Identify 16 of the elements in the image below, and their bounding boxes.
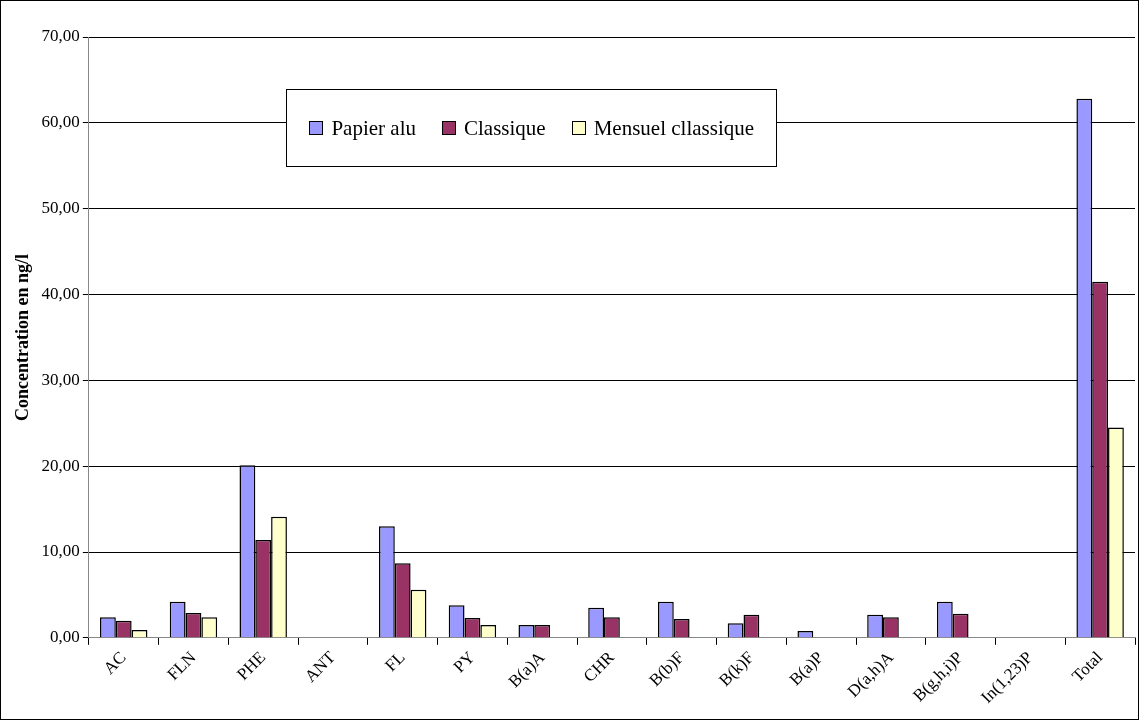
legend-label: Papier alu	[331, 115, 416, 141]
y-tick-label: 40,00	[41, 283, 80, 303]
y-tick-label: 60,00	[41, 112, 80, 132]
legend-label: Classique	[463, 115, 546, 141]
x-tick-label: AC	[99, 647, 130, 678]
legend-label: Mensuel cllassique	[593, 115, 755, 141]
y-tick-label: 10,00	[41, 541, 80, 561]
y-tick-label: 0,00	[50, 627, 80, 647]
x-tick-label: CHR	[579, 647, 619, 686]
x-tick-label: PY	[449, 647, 479, 677]
y-tick-label: 70,00	[41, 26, 80, 46]
y-tick-label: 30,00	[41, 369, 80, 389]
y-tick-label: 20,00	[41, 455, 80, 475]
y-tick-label: 50,00	[41, 198, 80, 218]
y-axis-title: Concentration en ng/l	[12, 253, 33, 421]
x-tick-label: FL	[381, 647, 409, 676]
